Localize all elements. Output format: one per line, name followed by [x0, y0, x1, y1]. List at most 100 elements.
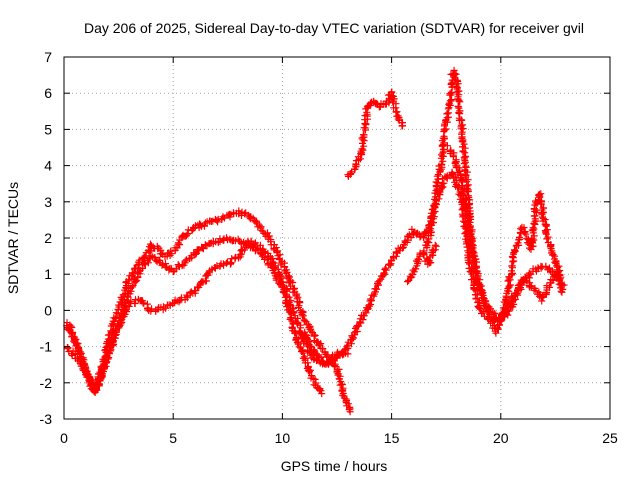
data-point: [219, 213, 227, 221]
data-point: [543, 235, 551, 243]
data-point: [111, 325, 119, 333]
data-point: [227, 259, 234, 267]
y-tick-label: 4: [44, 158, 52, 174]
y-tick-label: -2: [40, 375, 53, 391]
data-point: [276, 251, 284, 259]
data-point: [382, 264, 390, 272]
data-point: [431, 203, 439, 211]
data-point: [131, 299, 139, 307]
data-point: [271, 264, 279, 272]
x-tick-label: 0: [60, 430, 68, 446]
data-point: [307, 327, 315, 335]
data-point: [447, 147, 455, 155]
data-point: [439, 149, 447, 157]
data-point: [536, 193, 544, 201]
data-point: [343, 402, 351, 410]
data-point: [317, 387, 325, 395]
data-point: [432, 242, 440, 250]
x-tick-label: 20: [493, 430, 509, 446]
data-point: [292, 329, 300, 337]
data-point: [462, 210, 470, 218]
y-tick-label: 1: [44, 266, 52, 282]
data-point: [344, 341, 352, 349]
data-point: [346, 408, 354, 416]
data-point: [350, 329, 358, 337]
data-point: [528, 283, 535, 291]
data-point: [514, 239, 522, 247]
data-point: [556, 275, 564, 283]
data-point: [236, 251, 244, 259]
data-point: [161, 262, 169, 270]
data-point: [223, 234, 230, 242]
data-point: [260, 248, 268, 256]
data-point: [376, 277, 383, 285]
data-point: [118, 318, 126, 326]
data-point: [438, 160, 446, 168]
data-point: [530, 205, 538, 213]
data-point: [549, 277, 557, 284]
grid: [64, 57, 610, 419]
data-point: [316, 341, 324, 349]
data-point: [494, 325, 501, 333]
series-track-3: [63, 237, 352, 394]
data-point: [311, 375, 319, 383]
data-point: [129, 282, 137, 289]
data-point: [443, 142, 451, 150]
data-point: [443, 110, 451, 118]
data-point: [425, 257, 433, 265]
data-point: [414, 229, 421, 237]
y-tick-label: 2: [44, 230, 52, 246]
x-tick-label: 25: [602, 430, 618, 446]
data-point: [466, 222, 474, 230]
data-point: [394, 115, 402, 123]
data-point: [475, 304, 483, 312]
data-point: [347, 340, 355, 348]
data-point: [201, 241, 209, 249]
data-point: [318, 390, 326, 398]
data-point: [415, 256, 422, 264]
data-point: [455, 97, 463, 105]
data-point: [456, 98, 464, 106]
data-point: [363, 108, 371, 116]
y-tick-labels: -3 -2 -1 0 1 2 3 4 5 6 7: [40, 49, 53, 427]
data-point: [286, 300, 294, 308]
data-point: [286, 278, 294, 286]
data-point: [219, 260, 227, 268]
data-point: [235, 254, 242, 262]
data-point: [527, 282, 535, 290]
data-point: [300, 353, 308, 361]
data-point: [333, 368, 341, 376]
data-point: [520, 229, 528, 237]
y-axis-label: SDTVAR / TECUs: [5, 182, 21, 294]
data-point: [140, 253, 148, 261]
x-axis-label: GPS time / hours: [281, 458, 388, 474]
data-point: [93, 386, 100, 393]
y-tick-label: 0: [44, 302, 52, 318]
data-point: [538, 297, 546, 305]
data-point: [537, 200, 545, 208]
y-tick-label: 3: [44, 194, 52, 210]
data-point: [459, 148, 467, 156]
data-point: [446, 90, 454, 98]
data-point: [442, 125, 450, 133]
data-point: [67, 322, 75, 330]
data-point: [452, 70, 460, 78]
data-point: [433, 172, 441, 180]
data-point: [343, 343, 351, 351]
data-point: [399, 122, 407, 130]
data-point: [359, 146, 367, 154]
data-point: [111, 331, 119, 339]
data-point: [201, 219, 209, 227]
data-point: [128, 283, 136, 291]
data-point: [405, 231, 413, 239]
y-tick-label: 7: [44, 49, 52, 65]
data-point: [454, 103, 462, 111]
data-point: [558, 288, 566, 296]
x-tick-label: 15: [384, 430, 400, 446]
data-point: [306, 368, 313, 376]
data-point: [131, 265, 139, 272]
data-point: [420, 251, 428, 259]
data-point: [479, 309, 487, 317]
data-point: [125, 277, 133, 285]
